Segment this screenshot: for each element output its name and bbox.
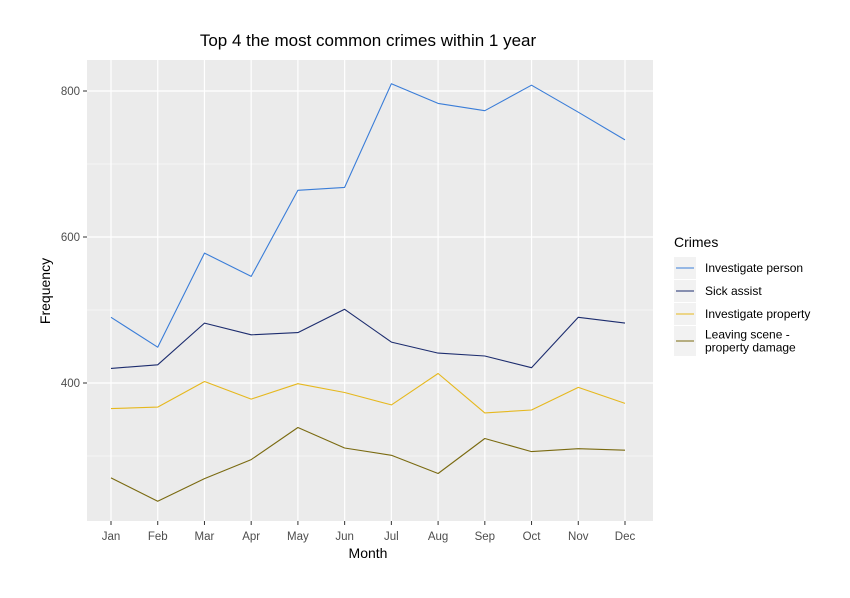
y-tick-label: 800 bbox=[61, 86, 80, 98]
y-tick-label: 600 bbox=[61, 232, 80, 244]
x-tick-label: Feb bbox=[148, 531, 168, 543]
series-lines bbox=[110, 83, 626, 502]
series-line bbox=[110, 83, 626, 348]
series-line bbox=[110, 308, 626, 369]
legend: Crimes Investigate person Sick assist Inve… bbox=[674, 234, 810, 356]
x-axis-title: Month bbox=[349, 545, 388, 561]
x-tick-label: Nov bbox=[568, 531, 589, 543]
x-tick-label: Oct bbox=[523, 531, 542, 543]
chart-title: Top 4 the most common crimes within 1 ye… bbox=[200, 31, 537, 50]
legend-label: Investigate person bbox=[705, 261, 803, 275]
x-tick-label: Mar bbox=[195, 531, 215, 543]
x-tick-label: Jan bbox=[102, 531, 121, 543]
grid-lines bbox=[87, 60, 653, 521]
y-axis-ticks: 400 600 800 bbox=[61, 86, 87, 390]
legend-label: Sick assist bbox=[705, 284, 762, 298]
x-axis-ticks: Jan Feb Mar Apr May Jun Jul Aug Sep Oct Nov Dec bbox=[102, 521, 636, 543]
x-tick-label: Apr bbox=[242, 531, 260, 543]
legend-title: Crimes bbox=[674, 234, 718, 250]
x-tick-label: Jul bbox=[384, 531, 399, 543]
series-line bbox=[110, 372, 626, 414]
x-tick-label: Jun bbox=[335, 531, 354, 543]
x-tick-label: Dec bbox=[615, 531, 636, 543]
plot-panel bbox=[87, 60, 653, 521]
x-tick-label: May bbox=[287, 531, 309, 543]
x-tick-label: Aug bbox=[428, 531, 448, 543]
series-line bbox=[110, 426, 626, 502]
y-axis-title: Frequency bbox=[37, 258, 53, 324]
x-tick-label: Sep bbox=[475, 531, 495, 543]
legend-label: Leaving scene - property damage bbox=[705, 328, 796, 355]
y-tick-label: 400 bbox=[61, 378, 80, 390]
legend-label: Investigate property bbox=[705, 307, 810, 321]
